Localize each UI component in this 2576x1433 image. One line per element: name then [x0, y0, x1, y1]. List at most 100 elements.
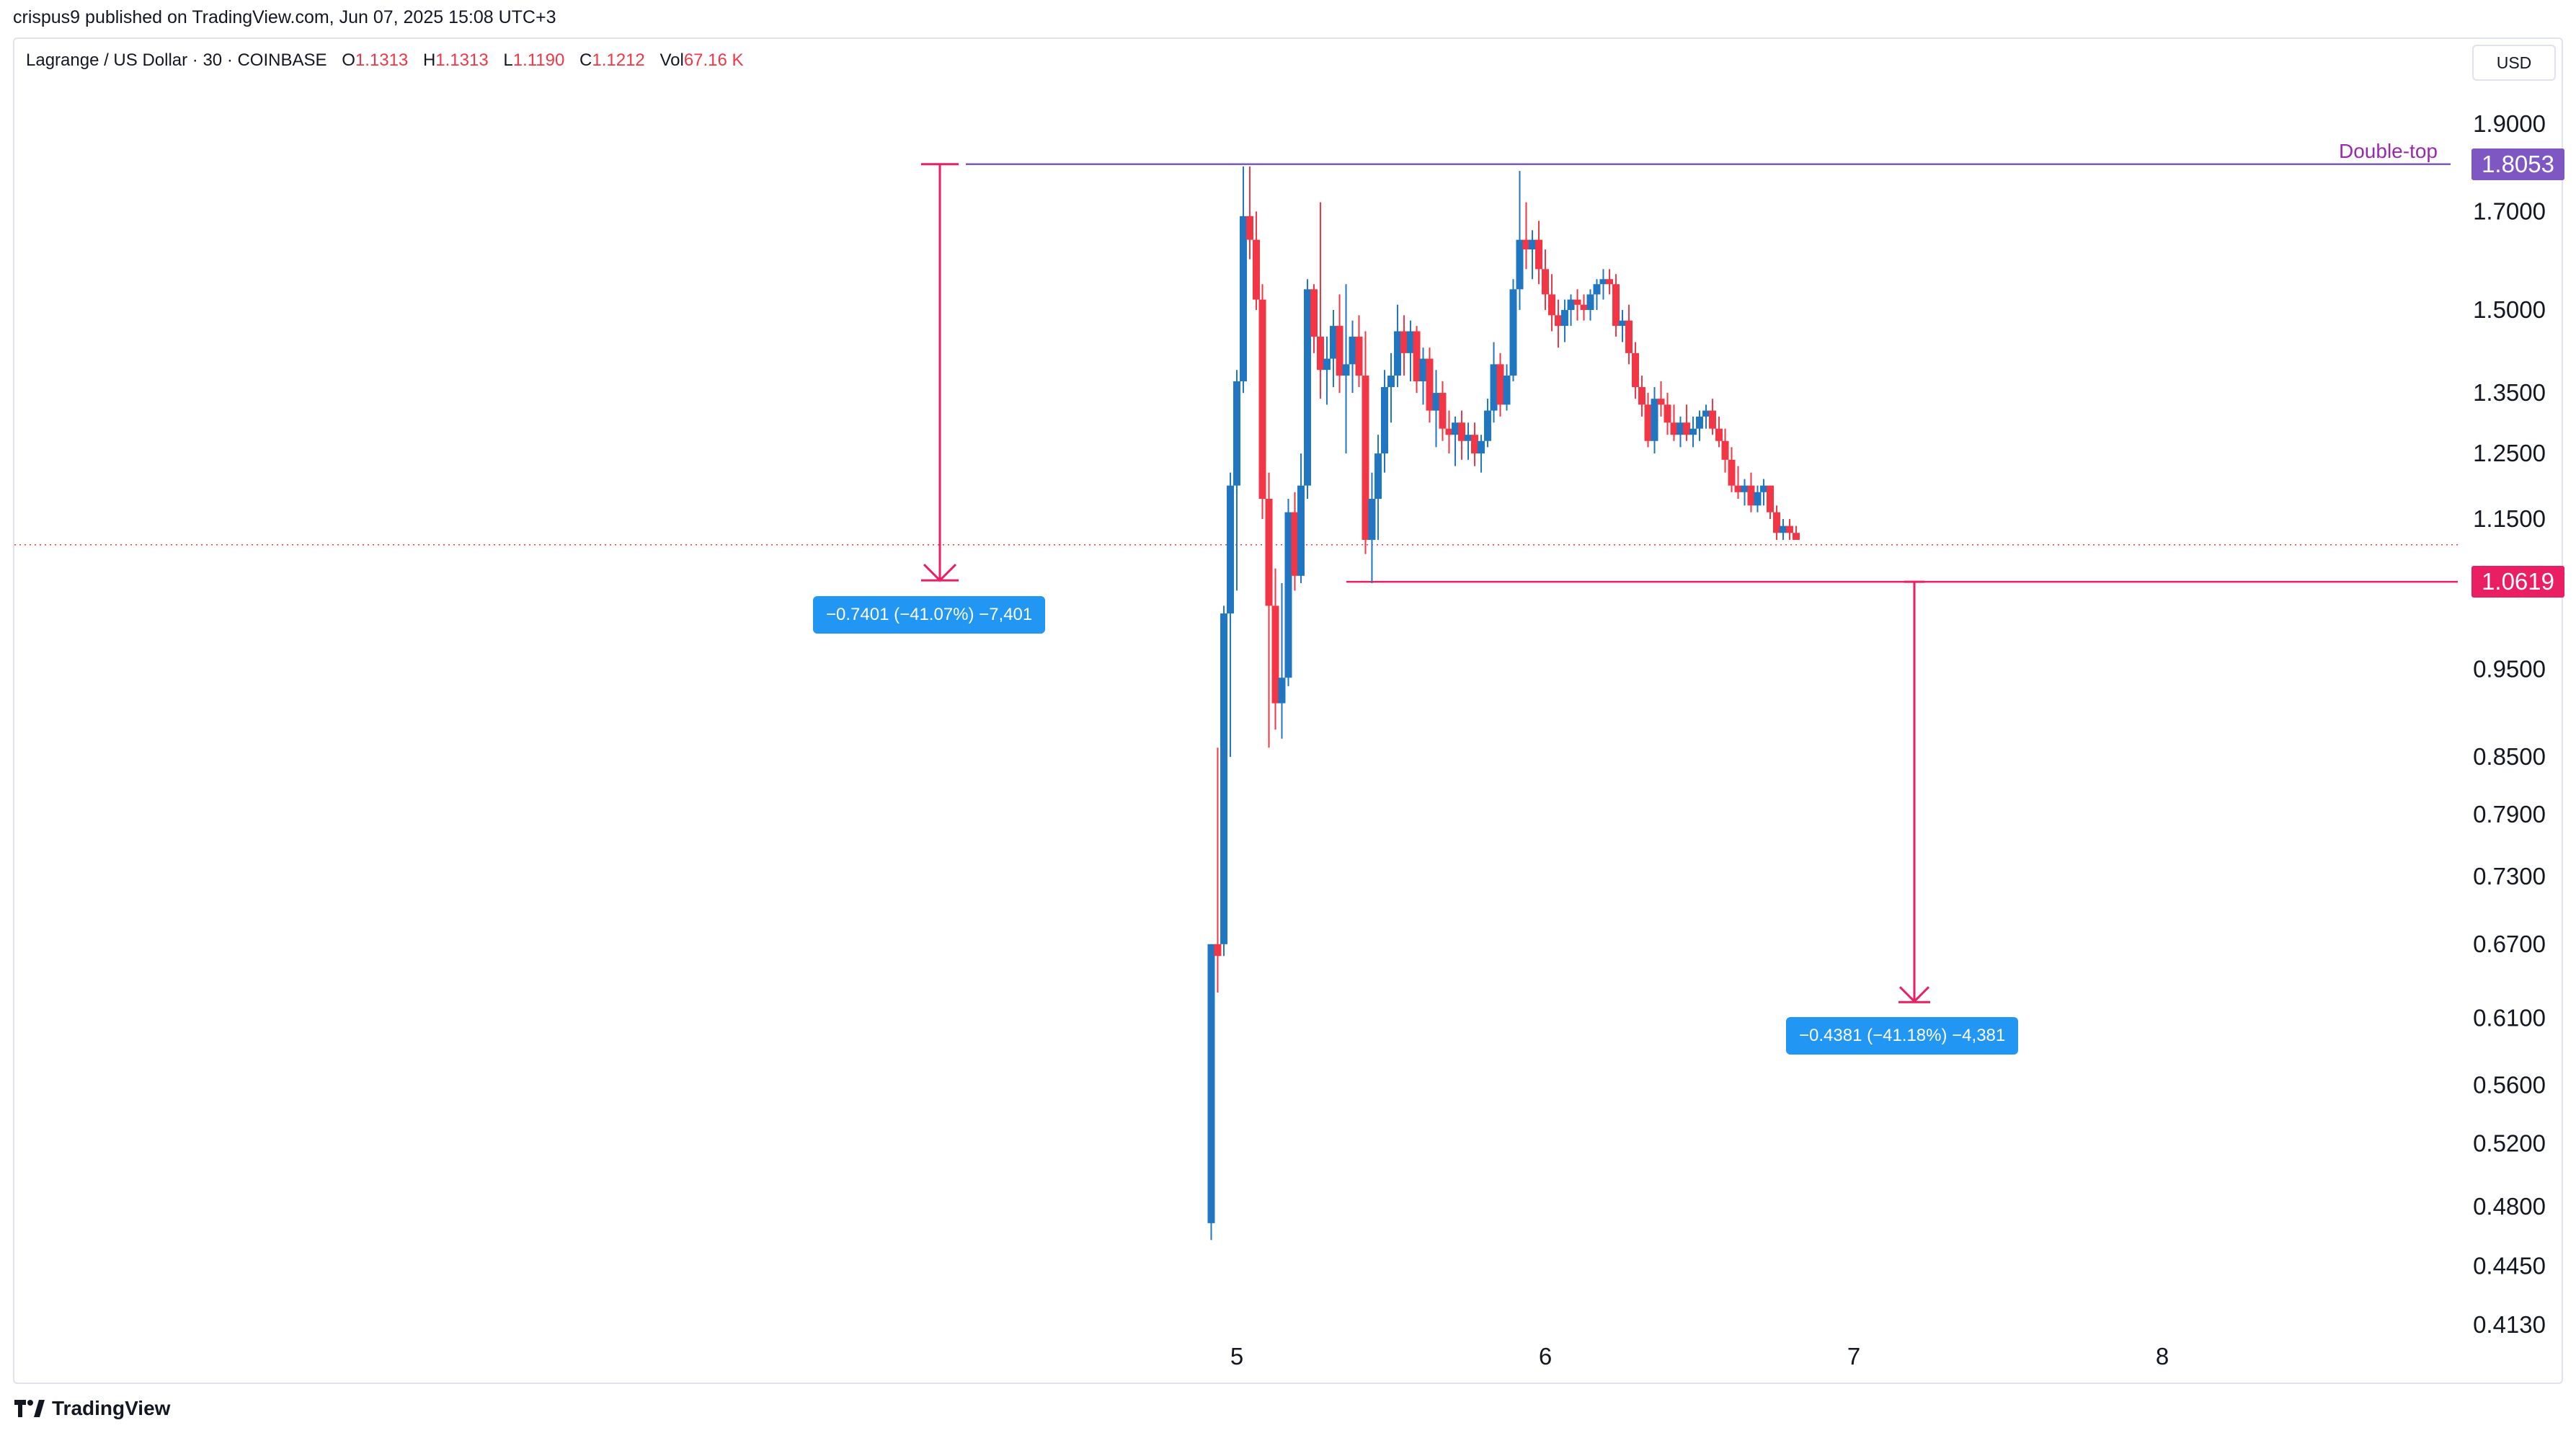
candle — [1349, 320, 1356, 394]
candle-body — [1599, 279, 1607, 285]
candle-body — [1529, 239, 1537, 250]
price-tick-label: 0.7900 — [2473, 801, 2546, 828]
candle — [1432, 370, 1440, 448]
candle-body — [1728, 459, 1736, 486]
candle — [1503, 364, 1511, 411]
candle-body — [1355, 337, 1363, 376]
symbol-name[interactable]: Lagrange / US Dollar · 30 · COINBASE — [26, 50, 327, 70]
candle — [1258, 284, 1266, 520]
time-tick-label: 5 — [1230, 1343, 1243, 1370]
candle — [1760, 479, 1768, 506]
candle — [1458, 410, 1466, 460]
price-tick-label: 0.4800 — [2473, 1193, 2546, 1220]
candle — [1220, 605, 1228, 957]
candle-body — [1734, 485, 1742, 492]
candle-body — [1638, 387, 1645, 405]
candle — [1599, 269, 1607, 300]
candle — [1374, 435, 1382, 540]
candle-body — [1676, 422, 1684, 435]
candle — [1355, 315, 1363, 388]
candle-body — [1593, 284, 1601, 295]
candle-body — [1483, 410, 1491, 441]
candle — [1297, 453, 1305, 584]
candle-body — [1779, 525, 1787, 533]
candle — [1496, 352, 1504, 417]
price-tick-label: 0.4450 — [2473, 1253, 2546, 1279]
currency-button[interactable]: USD — [2472, 45, 2556, 81]
candle-body — [1271, 605, 1279, 704]
candle-body — [1606, 279, 1614, 285]
candle-body — [1439, 393, 1447, 429]
candle — [1227, 472, 1235, 758]
candle-body — [1509, 289, 1517, 376]
candle-body — [1258, 299, 1266, 499]
candle-body — [1683, 422, 1691, 435]
candle-body — [1689, 428, 1697, 435]
chart-frame — [13, 37, 2563, 1384]
candle — [1754, 485, 1762, 513]
candle — [1619, 310, 1626, 342]
candle — [1490, 342, 1498, 423]
candle — [1439, 381, 1447, 441]
candle — [1773, 505, 1780, 540]
candle — [1715, 416, 1723, 448]
candle-body — [1278, 678, 1286, 704]
candle-body — [1342, 364, 1350, 376]
price-tick-label: 0.8500 — [2473, 743, 2546, 770]
candle — [1323, 337, 1331, 405]
candle-body — [1336, 326, 1343, 376]
price-tick-label: 0.9500 — [2473, 656, 2546, 683]
candle-body — [1233, 381, 1240, 486]
candle — [1452, 416, 1460, 466]
candle-body — [1619, 320, 1626, 327]
symbol-legend: Lagrange / US Dollar · 30 · COINBASE O1.… — [26, 50, 744, 71]
candle-body — [1374, 453, 1382, 499]
candle-body — [1393, 331, 1401, 376]
candle-body — [1560, 310, 1568, 327]
candle-body — [1708, 410, 1716, 429]
candle — [1387, 352, 1395, 423]
volume-label: Vol — [659, 50, 684, 70]
high-value: 1.1313 — [435, 50, 489, 70]
candle-body — [1631, 352, 1639, 388]
candle-body — [1580, 304, 1588, 311]
candle — [1689, 416, 1697, 448]
candle-body — [1406, 331, 1414, 353]
candle-body — [1696, 416, 1703, 429]
support-price-tag: 1.0619 — [2471, 566, 2564, 598]
candle — [1631, 342, 1639, 399]
candle-body — [1747, 485, 1755, 506]
candle — [1708, 399, 1716, 435]
candle — [1638, 376, 1645, 417]
price-tick-label: 1.3500 — [2473, 379, 2546, 406]
candle-body — [1400, 331, 1408, 353]
candle — [1509, 279, 1517, 382]
candle — [1593, 279, 1601, 311]
candle — [1792, 525, 1800, 540]
measure-left-label[interactable]: −0.7401 (−41.07%) −7,401 — [813, 596, 1046, 634]
price-tick-label: 0.7300 — [2473, 863, 2546, 889]
candle — [1767, 485, 1775, 520]
candle-body — [1554, 315, 1562, 327]
candle — [1547, 274, 1555, 332]
candle-body — [1323, 358, 1331, 371]
close-label: C — [579, 50, 592, 70]
measure-right-label[interactable]: −0.4381 (−41.18%) −4,381 — [1786, 1017, 2019, 1055]
candle — [1516, 171, 1524, 311]
candle-body — [1316, 337, 1324, 371]
candle-body — [1516, 239, 1524, 290]
candle-body — [1651, 399, 1658, 441]
candle-body — [1567, 299, 1575, 311]
candle — [1368, 472, 1376, 584]
candle-body — [1547, 294, 1555, 316]
candle — [1664, 393, 1671, 435]
candle — [1657, 381, 1665, 417]
candle-body — [1458, 422, 1466, 441]
candle-body — [1413, 331, 1421, 382]
candle — [1477, 435, 1485, 473]
price-tick-label: 1.5000 — [2473, 296, 2546, 323]
tradingview-brand: TradingView — [52, 1397, 171, 1419]
candle — [1535, 221, 1543, 285]
candle-body — [1452, 422, 1460, 435]
tradingview-logo: TradingView — [14, 1397, 170, 1420]
